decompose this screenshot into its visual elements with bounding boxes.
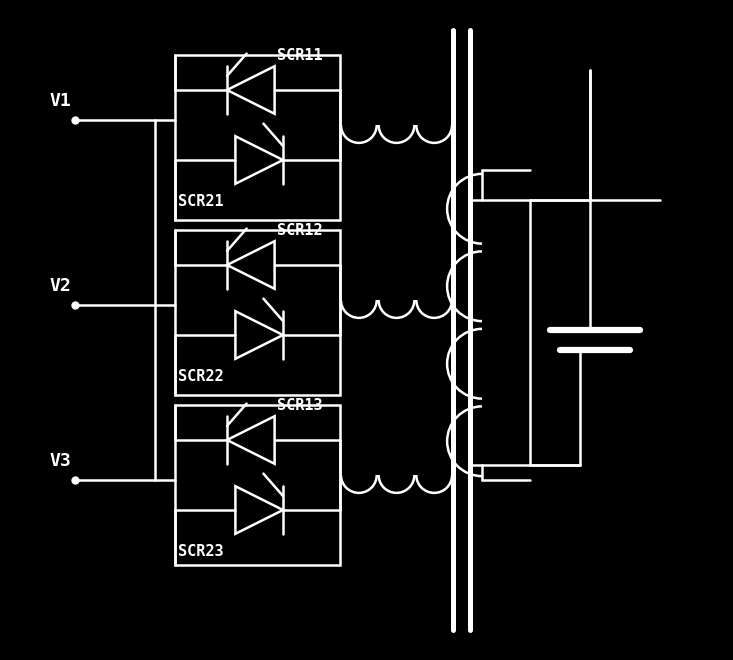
Text: V2: V2 [50, 277, 72, 295]
Text: SCR23: SCR23 [178, 544, 224, 558]
Text: SCR13: SCR13 [277, 398, 323, 413]
Text: SCR21: SCR21 [178, 193, 224, 209]
Bar [175, 55, 340, 220]
Text: SCR22: SCR22 [178, 368, 224, 383]
Bar [175, 405, 340, 565]
Text: SCR11: SCR11 [277, 48, 323, 63]
Text: SCR12: SCR12 [277, 223, 323, 238]
Text: V1: V1 [50, 92, 72, 110]
Bar [175, 230, 340, 395]
Text: V3: V3 [50, 452, 72, 470]
